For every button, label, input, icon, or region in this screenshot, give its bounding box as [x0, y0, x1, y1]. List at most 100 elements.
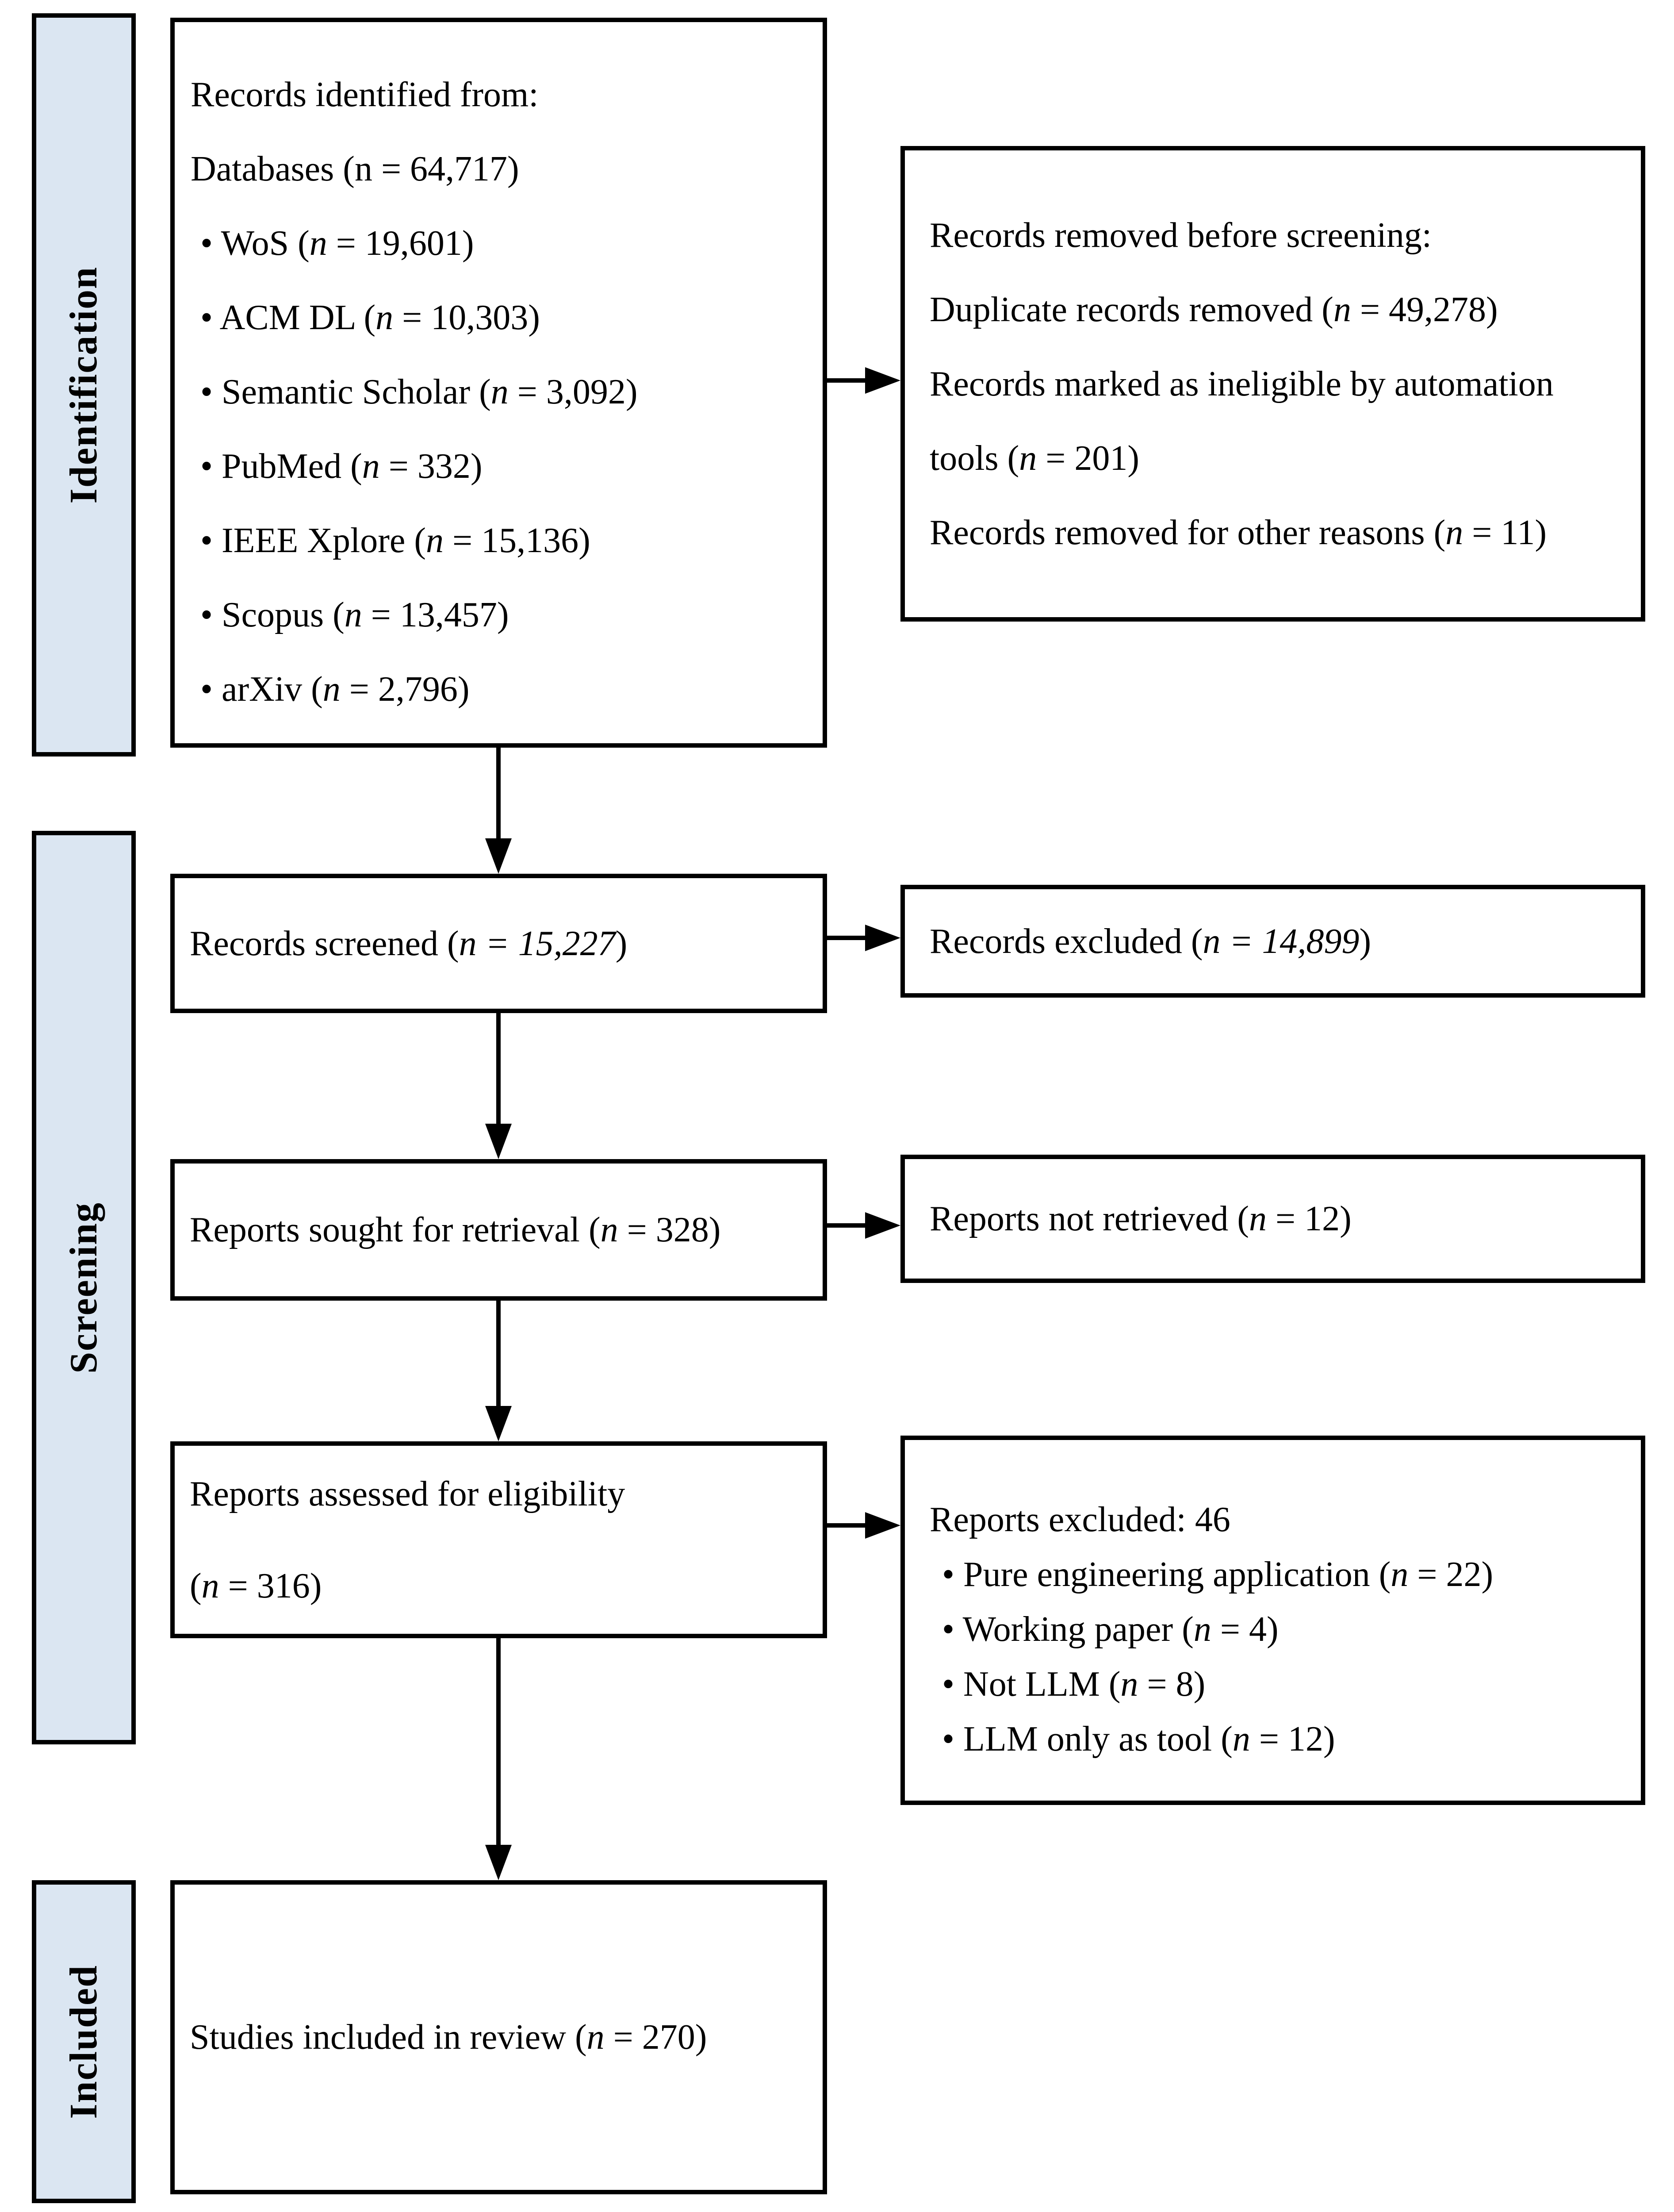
source-acm-dl: • ACM DL (n = 10,303) [191, 280, 809, 355]
text-run: = 332) [379, 447, 483, 486]
text-run: Reports sought for retrieval ( [190, 1210, 601, 1249]
arrow-assessed-to-included-line [496, 1638, 501, 1846]
studies-included-text: Studies included in review (n = 270) [190, 2000, 707, 2074]
reports-not-retrieved-text: Reports not retrieved (n = 12) [930, 1182, 1352, 1256]
stage-identification: Identification [32, 13, 136, 757]
text-run: = 12) [1250, 1720, 1335, 1759]
italic-n: n [375, 298, 394, 337]
italic-n: n [1445, 513, 1463, 552]
source-ieee-xplore: • IEEE Xplore (n = 15,136) [191, 503, 809, 578]
reason-llm-only-tool: • LLM only as tool (n = 12) [930, 1712, 1628, 1767]
text-run: • LLM only as tool ( [942, 1720, 1233, 1759]
text-run: = 328) [618, 1210, 721, 1249]
arrow-identified-to-removed-line [827, 378, 866, 383]
duplicate-records-removed: Duplicate records removed (n = 49,278) [930, 273, 1623, 347]
text-run: ( [190, 1566, 202, 1605]
italic-n: n [426, 521, 444, 560]
italic-n: n [490, 373, 509, 411]
text-run: = 201) [1037, 438, 1139, 478]
records-identified-title: Records identified from: [191, 58, 809, 132]
reason-pure-engineering: • Pure engineering application (n = 22) [930, 1547, 1628, 1602]
italic-n: n [309, 224, 327, 263]
databases-total: Databases (n = 64,717) [191, 132, 809, 206]
arrow-assessed-to-included-head [485, 1845, 512, 1880]
text-run: = 4) [1211, 1610, 1279, 1649]
source-arxiv: • arXiv (n = 2,796) [191, 652, 809, 726]
text-run: • Scopus ( [200, 595, 345, 634]
arrow-sought-to-assessed-head [485, 1406, 512, 1441]
arrow-identified-to-screened-head [485, 838, 512, 874]
stage-identification-label: Identification [62, 266, 105, 504]
arrow-identified-to-screened-line [496, 748, 501, 839]
text-run: ) [1359, 922, 1371, 961]
text-run: = 15,136) [444, 521, 590, 560]
arrow-assessed-to-reports-excluded-head [865, 1512, 900, 1539]
text-run: = 8) [1138, 1665, 1206, 1704]
text-run: • Semantic Scholar ( [200, 373, 491, 411]
reports-sought-text: Reports sought for retrieval (n = 328) [190, 1193, 720, 1267]
text-run: = 49,278) [1351, 290, 1498, 329]
arrow-screened-to-excluded-head [865, 925, 900, 951]
text-run: Records removed before screening: [930, 215, 1432, 255]
reports-excluded-title: Reports excluded: 46 [930, 1492, 1628, 1547]
box-records-removed-before-screening: Records removed before screening: Duplic… [900, 146, 1645, 622]
text-run: = 10,303) [393, 298, 540, 337]
text-run: Studies included in review ( [190, 2018, 587, 2057]
box-reports-sought: Reports sought for retrieval (n = 328) [170, 1159, 827, 1301]
source-semantic-scholar: • Semantic Scholar (n = 3,092) [191, 355, 809, 429]
italic-n: n [1333, 290, 1351, 329]
italic-n: n = 15,227 [459, 924, 616, 963]
arrow-screened-to-excluded-line [827, 936, 866, 940]
stage-screening-label: Screening [62, 1202, 105, 1374]
arrow-screened-to-sought-line [496, 1013, 501, 1125]
text-run: • Not LLM ( [942, 1665, 1121, 1704]
italic-n: n [344, 595, 362, 634]
text-run: • IEEE Xplore ( [200, 521, 426, 560]
text-run: Records identified from: [191, 75, 539, 114]
text-run: = 270) [604, 2018, 707, 2057]
text-run: = 11) [1463, 513, 1547, 552]
box-records-excluded: Records excluded (n = 14,899) [900, 885, 1645, 998]
source-wos: • WoS (n = 19,601) [191, 206, 809, 280]
italic-n: n [1391, 1555, 1409, 1594]
arrow-sought-to-not-retrieved-head [865, 1212, 900, 1239]
box-reports-excluded: Reports excluded: 46 • Pure engineering … [900, 1436, 1645, 1805]
italic-n: n [1120, 1665, 1138, 1704]
box-records-identified: Records identified from: Databases (n = … [170, 18, 827, 748]
text-run: • PubMed ( [200, 447, 362, 486]
source-pubmed: • PubMed (n = 332) [191, 429, 809, 503]
italic-n: n = 14,899 [1203, 922, 1360, 961]
arrow-identified-to-removed-head [865, 367, 900, 394]
records-screened-text: Records screened (n = 15,227) [190, 906, 627, 981]
removed-title: Records removed before screening: [930, 198, 1623, 273]
ineligible-by-automation-line1: Records marked as ineligible by automati… [930, 347, 1623, 421]
arrow-sought-to-assessed-line [496, 1301, 501, 1407]
text-run: • ACM DL ( [200, 298, 376, 337]
text-run: Records screened ( [190, 924, 459, 963]
stage-included-label: Included [62, 1964, 105, 2119]
italic-n: n [201, 1566, 219, 1605]
italic-n: n [362, 447, 380, 486]
italic-n: n [586, 2018, 605, 2057]
arrow-screened-to-sought-head [485, 1124, 512, 1159]
text-run: Reports excluded: 46 [930, 1500, 1230, 1539]
reason-not-llm: • Not LLM (n = 8) [930, 1657, 1628, 1712]
text-run: = 2,796) [340, 670, 470, 709]
stage-screening: Screening [32, 831, 136, 1744]
text-run: = 12) [1267, 1199, 1352, 1238]
text-run: Records excluded ( [930, 922, 1203, 961]
text-run: = 13,457) [362, 595, 509, 634]
italic-n: n [1019, 438, 1037, 478]
italic-n: n [1193, 1610, 1211, 1649]
box-reports-not-retrieved: Reports not retrieved (n = 12) [900, 1155, 1645, 1283]
text-run: • WoS ( [200, 224, 310, 263]
reason-working-paper: • Working paper (n = 4) [930, 1602, 1628, 1657]
italic-n: n [322, 670, 341, 709]
italic-n: n [600, 1210, 618, 1249]
box-studies-included: Studies included in review (n = 270) [170, 1880, 827, 2194]
records-excluded-text: Records excluded (n = 14,899) [930, 904, 1371, 979]
text-run: ) [615, 924, 628, 963]
arrow-sought-to-not-retrieved-line [827, 1223, 866, 1228]
reports-assessed-line1: Reports assessed for eligibility [190, 1448, 823, 1540]
